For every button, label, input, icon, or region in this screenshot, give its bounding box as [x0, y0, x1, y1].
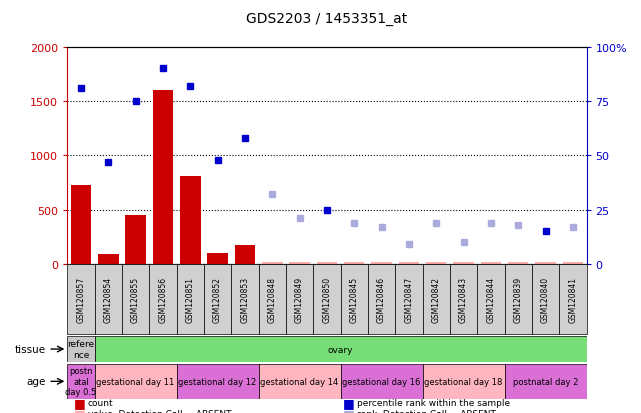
Text: GSM120849: GSM120849	[295, 276, 304, 323]
Bar	[399, 262, 419, 264]
Text: GSM120845: GSM120845	[350, 276, 359, 323]
Bar	[535, 262, 556, 264]
Bar	[98, 254, 119, 264]
Text: GSM120853: GSM120853	[240, 276, 249, 323]
Text: GSM120857: GSM120857	[76, 276, 85, 323]
Text: gestational day 11: gestational day 11	[97, 377, 175, 386]
Text: GSM120852: GSM120852	[213, 276, 222, 323]
Text: count: count	[88, 398, 113, 407]
Text: ■: ■	[343, 396, 354, 409]
Text: GSM120851: GSM120851	[186, 276, 195, 323]
Bar	[258, 364, 340, 399]
Bar	[289, 262, 310, 264]
Text: gestational day 14: gestational day 14	[260, 377, 338, 386]
Text: GSM120846: GSM120846	[377, 276, 386, 323]
Bar	[180, 176, 201, 264]
Bar	[258, 264, 286, 335]
Bar	[95, 364, 177, 399]
Bar	[450, 264, 477, 335]
Text: rank, Detection Call = ABSENT: rank, Detection Call = ABSENT	[357, 409, 496, 413]
Bar	[122, 264, 149, 335]
Text: GSM120856: GSM120856	[158, 276, 167, 323]
Text: GSM120839: GSM120839	[513, 276, 522, 323]
Bar	[153, 91, 173, 264]
Text: GSM120854: GSM120854	[104, 276, 113, 323]
Bar	[504, 364, 587, 399]
Text: GDS2203 / 1453351_at: GDS2203 / 1453351_at	[246, 12, 408, 26]
Text: ■: ■	[343, 407, 354, 413]
Bar	[422, 264, 450, 335]
Bar	[371, 262, 392, 264]
Bar	[204, 264, 231, 335]
Text: GSM120847: GSM120847	[404, 276, 413, 323]
Bar	[67, 264, 95, 335]
Text: gestational day 12: gestational day 12	[178, 377, 257, 386]
Bar	[340, 364, 422, 399]
Bar	[67, 364, 95, 399]
Bar	[71, 185, 91, 264]
Text: gestational day 18: gestational day 18	[424, 377, 503, 386]
Bar	[207, 254, 228, 264]
Bar	[149, 264, 177, 335]
Bar	[231, 264, 258, 335]
Bar	[313, 264, 340, 335]
Text: tissue: tissue	[14, 344, 46, 354]
Text: ■: ■	[74, 396, 85, 409]
Text: age: age	[26, 376, 46, 387]
Bar	[426, 262, 447, 264]
Bar	[67, 336, 95, 363]
Bar	[286, 264, 313, 335]
Bar	[262, 262, 283, 264]
Text: GSM120844: GSM120844	[487, 276, 495, 323]
Bar	[177, 264, 204, 335]
Bar	[317, 262, 337, 264]
Bar	[508, 262, 528, 264]
Bar	[559, 264, 587, 335]
Text: GSM120841: GSM120841	[569, 276, 578, 323]
Bar	[477, 264, 504, 335]
Bar	[344, 262, 365, 264]
Bar	[422, 364, 504, 399]
Text: GSM120840: GSM120840	[541, 276, 550, 323]
Bar	[532, 264, 559, 335]
Bar	[481, 262, 501, 264]
Bar	[126, 216, 146, 264]
Text: value, Detection Call = ABSENT: value, Detection Call = ABSENT	[88, 409, 231, 413]
Bar	[453, 262, 474, 264]
Bar	[395, 264, 422, 335]
Bar	[368, 264, 395, 335]
Text: GSM120855: GSM120855	[131, 276, 140, 323]
Bar	[340, 264, 368, 335]
Bar	[563, 262, 583, 264]
Text: ovary: ovary	[328, 345, 353, 354]
Text: GSM120842: GSM120842	[432, 276, 441, 323]
Bar	[177, 364, 258, 399]
Bar	[235, 246, 255, 264]
Text: GSM120850: GSM120850	[322, 276, 331, 323]
Text: refere
nce: refere nce	[67, 339, 94, 359]
Text: gestational day 16: gestational day 16	[342, 377, 420, 386]
Text: postn
atal
day 0.5: postn atal day 0.5	[65, 367, 97, 396]
Text: GSM120843: GSM120843	[459, 276, 468, 323]
Text: ■: ■	[74, 407, 85, 413]
Text: GSM120848: GSM120848	[268, 276, 277, 323]
Text: percentile rank within the sample: percentile rank within the sample	[357, 398, 510, 407]
Text: postnatal day 2: postnatal day 2	[513, 377, 578, 386]
Bar	[95, 264, 122, 335]
Bar	[504, 264, 532, 335]
